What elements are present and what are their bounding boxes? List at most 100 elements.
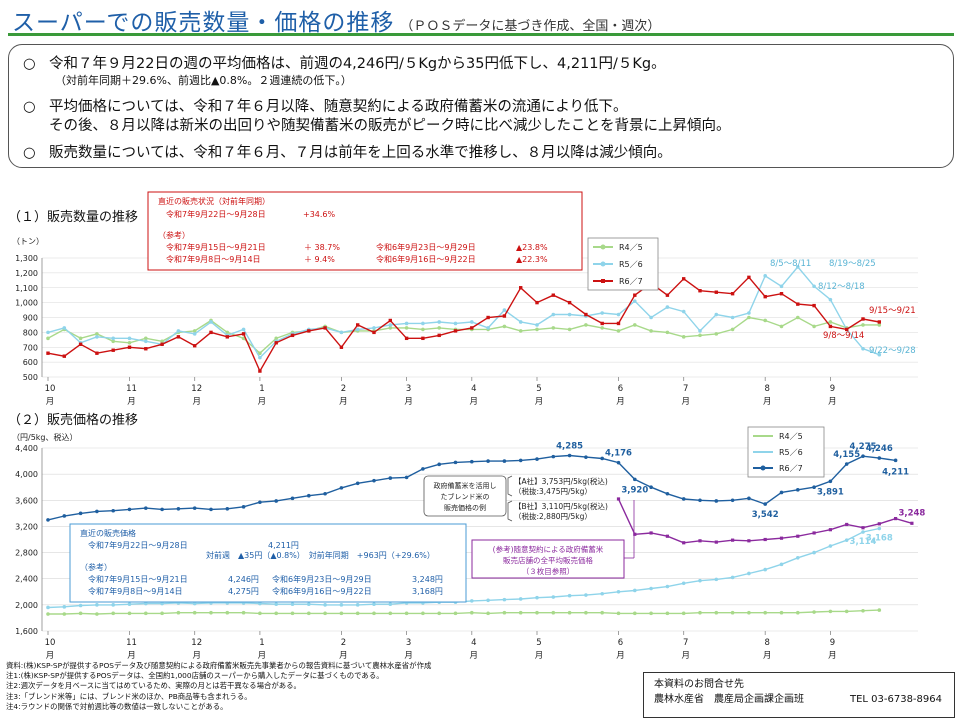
- data-point: [796, 315, 800, 320]
- data-point: [323, 603, 327, 607]
- company-b-line1: 【B社】3,110円/5kg(税込): [514, 501, 608, 511]
- data-point: [307, 602, 311, 607]
- data-point: [731, 538, 735, 542]
- data-point: [46, 336, 50, 341]
- data-point: [144, 339, 148, 344]
- section1-label: （１）販売数量の推移: [8, 210, 139, 225]
- volume-box-period: 令和7年9月22日～9月28日: [166, 209, 266, 219]
- data-point: [616, 329, 621, 333]
- data-point: [307, 611, 311, 616]
- data-point: [437, 320, 442, 324]
- data-point: [535, 457, 539, 461]
- data-point: [681, 309, 686, 314]
- data-point: [62, 612, 67, 616]
- price-box-head: 直近の販売価格: [80, 528, 136, 538]
- data-point: [649, 531, 653, 535]
- title-underline: [8, 33, 954, 36]
- data-point: [861, 317, 865, 321]
- data-point: [828, 544, 833, 548]
- data-point: [209, 330, 213, 335]
- data-point: [404, 336, 409, 341]
- price-chart: （円/5kg、税込） 1,600 2,000 2,400 2,800 3,200 3,60…: [12, 426, 925, 661]
- data-point: [372, 330, 376, 335]
- data-point: [812, 550, 816, 555]
- data-point: [714, 499, 719, 503]
- data-point: [144, 611, 148, 616]
- data-point: [518, 329, 523, 333]
- data-point: [649, 586, 653, 591]
- data-point: [861, 323, 865, 327]
- data-point: [46, 612, 50, 616]
- data-point: [176, 335, 181, 339]
- data-point: [176, 610, 181, 615]
- x-tick-unit: 月: [46, 397, 55, 407]
- x-tick-unit: 月: [535, 397, 544, 407]
- data-point: [339, 345, 344, 349]
- price-ref1-period: 令和7年9月15日～9月21日: [88, 574, 188, 584]
- data-point: [551, 312, 556, 317]
- data-point: [241, 610, 246, 615]
- y-tick-label: 2,000: [15, 601, 38, 610]
- data-point: [127, 340, 132, 345]
- price-data-labels: 4,285 4,176 3,920 3,542 3,891 4,1554,2754,246…: [556, 442, 925, 548]
- data-point: [421, 611, 425, 616]
- data-point: [584, 610, 588, 615]
- data-point: [388, 611, 393, 616]
- x-tick-month: 12: [191, 384, 202, 394]
- x-tick-unit: 月: [127, 651, 136, 661]
- data-point: [241, 332, 246, 336]
- data-point: [241, 505, 246, 509]
- data-point: [355, 327, 360, 332]
- volume-ref1-value: ＋ 38.7%: [304, 243, 340, 252]
- volume-box-ref: （参考）: [158, 230, 190, 240]
- data-point: [225, 335, 229, 339]
- data-point: [46, 330, 50, 335]
- blend-line-3: 販売価格の例: [444, 503, 486, 512]
- data-point: [111, 508, 115, 513]
- price-info-box: 直近の販売価格 令和7年9月22日～9月28日 4,211円 対前週 ▲35円（…: [69, 523, 467, 603]
- data-label: 3,114: [850, 537, 877, 547]
- data-point: [258, 351, 262, 356]
- data-point: [779, 490, 784, 495]
- data-point: [372, 602, 376, 607]
- data-point: [779, 292, 784, 296]
- data-point: [747, 496, 751, 501]
- data-point: [470, 320, 474, 324]
- data-point: [551, 595, 556, 599]
- data-point: [486, 598, 490, 603]
- price-legend-label-r6: R6／7: [779, 464, 803, 473]
- data-point: [828, 324, 833, 329]
- data-point: [404, 321, 409, 326]
- data-point: [355, 611, 360, 616]
- volume-info-box: 直近の販売状況（対前年同期） 令和7年9月22日～9月28日 +34.6% （参…: [147, 191, 583, 271]
- data-point: [290, 333, 295, 338]
- y-tick-label: 3,600: [15, 496, 38, 505]
- data-point: [518, 458, 523, 463]
- data-point: [535, 300, 539, 305]
- data-point: [192, 610, 197, 615]
- data-point: [470, 326, 474, 330]
- data-point: [502, 324, 507, 329]
- data-point: [763, 537, 767, 542]
- legend-label-r5: R5／6: [619, 260, 643, 269]
- data-point: [894, 516, 898, 521]
- data-point: [730, 498, 735, 503]
- data-point: [796, 610, 800, 615]
- data-point: [209, 507, 213, 512]
- data-point: [567, 327, 572, 332]
- data-point: [665, 611, 670, 616]
- data-point: [877, 456, 882, 460]
- data-point: [111, 611, 115, 616]
- summary-note-1: （対前年同期＋29.6%、前週比▲0.8%。２週連続の低下。）: [55, 74, 352, 87]
- data-point: [681, 497, 686, 501]
- data-point: [616, 611, 621, 616]
- x-tick-month: 12: [191, 638, 202, 648]
- y-tick-label: 2,800: [15, 549, 38, 558]
- data-point: [535, 595, 539, 600]
- x-tick-month: 3: [406, 638, 411, 648]
- annot-9-15: 9/15～9/21: [869, 306, 916, 316]
- data-point: [698, 578, 702, 583]
- y-tick-label: 800: [23, 328, 38, 337]
- data-point: [502, 459, 507, 463]
- x-tick-unit: 月: [404, 397, 413, 407]
